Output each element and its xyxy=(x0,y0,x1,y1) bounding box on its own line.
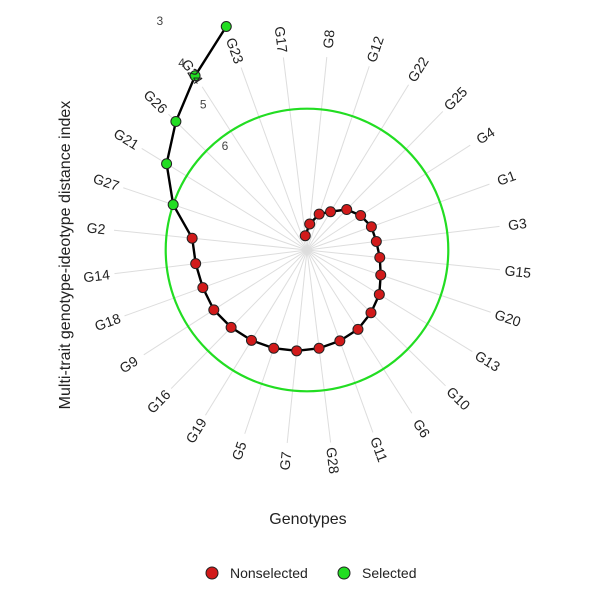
point-g13 xyxy=(373,288,385,300)
category-label-g2: G2 xyxy=(86,219,106,237)
points-group xyxy=(161,20,387,357)
category-label-g21: G21 xyxy=(111,125,142,153)
spoke-line xyxy=(306,183,490,251)
point-g1 xyxy=(365,221,377,233)
point-g6 xyxy=(352,323,364,335)
x-axis-title: Genotypes xyxy=(269,511,346,528)
legend-selected-label: Selected xyxy=(362,565,416,581)
selection-threshold-circle xyxy=(164,107,450,393)
index-line xyxy=(165,25,382,352)
point-g23 xyxy=(220,20,232,32)
category-label-g20: G20 xyxy=(493,306,523,330)
category-label-g3: G3 xyxy=(507,215,528,233)
radial-tick-label: 6 xyxy=(222,139,229,153)
point-g4 xyxy=(355,210,367,222)
category-label-g4: G4 xyxy=(473,124,498,148)
point-g9 xyxy=(208,304,220,316)
category-label-g7: G7 xyxy=(276,451,294,471)
category-label-g13: G13 xyxy=(472,347,503,375)
spoke-line xyxy=(306,144,471,251)
point-g5 xyxy=(268,342,280,354)
point-g17 xyxy=(299,230,311,242)
radial-ticks-group: 3 4 5 6 xyxy=(157,14,229,153)
point-g27 xyxy=(167,199,179,211)
category-label-g16: G16 xyxy=(144,386,174,416)
category-label-g18: G18 xyxy=(92,310,123,334)
point-g10 xyxy=(365,307,377,319)
radial-tick-label: 4 xyxy=(178,56,185,70)
point-g26 xyxy=(170,115,182,127)
category-label-g11: G11 xyxy=(367,435,391,465)
radial-tick-label: 5 xyxy=(200,98,207,112)
category-label-g12: G12 xyxy=(363,34,387,64)
point-g7 xyxy=(291,345,303,357)
point-g16 xyxy=(225,321,237,333)
point-g25 xyxy=(341,204,353,216)
radial-tick-label: 3 xyxy=(157,14,164,28)
spoke-line xyxy=(201,86,308,251)
category-label-g14: G14 xyxy=(82,266,110,285)
category-label-g15: G15 xyxy=(504,262,532,281)
category-label-g10: G10 xyxy=(443,383,473,413)
spoke-line xyxy=(282,57,308,251)
point-g8 xyxy=(304,218,316,230)
point-g11 xyxy=(334,335,346,347)
category-label-g9: G9 xyxy=(116,353,141,377)
spoke-line xyxy=(244,249,308,434)
point-g21 xyxy=(161,158,173,170)
spoke-line xyxy=(123,187,308,251)
point-g15 xyxy=(374,251,386,263)
spoke-line xyxy=(113,229,308,251)
point-g24 xyxy=(189,70,201,82)
legend-selected-marker xyxy=(337,566,351,580)
point-g3 xyxy=(370,235,382,247)
category-label-g25: G25 xyxy=(440,83,470,113)
legend-nonselected-label: Nonselected xyxy=(230,565,308,581)
category-label-g8: G8 xyxy=(320,29,338,49)
category-label-g6: G6 xyxy=(410,416,434,441)
spoke-line xyxy=(205,249,308,416)
point-g20 xyxy=(375,269,387,281)
point-g22 xyxy=(325,206,337,218)
category-label-g5: G5 xyxy=(228,439,249,462)
category-label-g27: G27 xyxy=(91,170,121,194)
point-g12 xyxy=(313,208,325,220)
point-g14 xyxy=(190,258,202,270)
spoke-line xyxy=(168,113,308,251)
legend: Nonselected Selected xyxy=(205,565,416,581)
spoke-line xyxy=(143,249,308,356)
legend-nonselected-marker xyxy=(205,566,219,580)
spoke-line xyxy=(306,225,500,251)
point-g28 xyxy=(313,342,325,354)
category-label-g19: G19 xyxy=(182,415,210,446)
spoke-line xyxy=(306,249,446,387)
category-label-g1: G1 xyxy=(495,167,518,188)
spoke-line xyxy=(306,249,501,271)
spoke-line xyxy=(114,249,308,275)
spoke-line xyxy=(306,249,491,313)
spoke-line xyxy=(306,84,409,251)
spokes-group xyxy=(113,56,501,444)
category-label-g26: G26 xyxy=(141,87,171,117)
category-label-g17: G17 xyxy=(272,25,291,53)
point-g2 xyxy=(186,232,198,244)
y-axis-title: Multi-trait genotype-ideotype distance i… xyxy=(57,101,74,410)
spoke-line xyxy=(306,111,444,251)
category-label-g23: G23 xyxy=(223,35,247,66)
spoke-line xyxy=(306,66,370,251)
category-label-g28: G28 xyxy=(323,446,342,474)
spoke-line xyxy=(170,249,308,389)
spoke-line xyxy=(240,67,308,251)
point-g18 xyxy=(197,282,209,294)
spoke-line xyxy=(124,249,308,317)
spoke-line xyxy=(306,249,473,352)
spoke-line xyxy=(306,56,328,251)
point-g19 xyxy=(245,334,257,346)
category-label-g22: G22 xyxy=(404,54,432,85)
